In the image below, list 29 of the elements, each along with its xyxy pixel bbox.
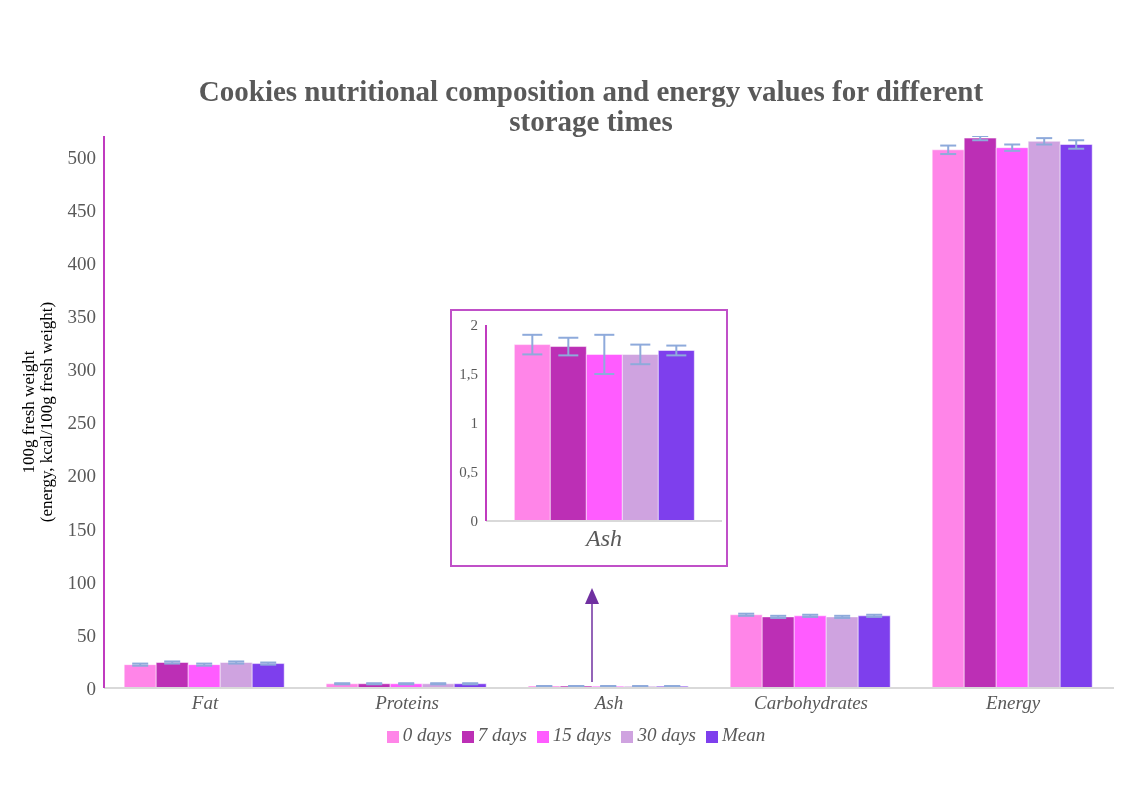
x-tick-label: Carbohydrates [754,692,868,714]
y-tick-label: 450 [67,200,96,222]
y-axis-title: 100g fresh weight (energy, kcal/100g fresh weight) [19,301,56,523]
y-tick-label: 0 [86,677,96,699]
y-tick-label: 200 [67,465,96,487]
y-tick-label: 0 [470,513,478,530]
y-tick-label: 50 [77,624,96,646]
x-tick-label: Proteins [374,692,439,714]
x-tick-label: Ash [592,692,624,714]
y-tick-label: 400 [67,253,96,275]
x-tick-label: Energy [984,692,1041,714]
y-tick-label: 300 [67,359,96,381]
y-tick-label: 150 [67,518,96,540]
y-tick-label: 500 [67,146,96,168]
y-tick-label: 250 [67,412,96,434]
legend-label: 15 days [552,724,612,745]
y-tick-label: 1 [470,415,478,432]
y-tick-label: 0,5 [459,464,478,481]
y-tick-label: 100 [67,571,96,593]
legend-label: 7 days [477,724,527,745]
y-tick-label: 2 [470,317,478,334]
x-tick-label: Ash [584,525,622,552]
y-tick-label: 350 [67,306,96,328]
legend-label: 30 days [637,724,697,745]
x-tick-label: Fat [190,692,219,714]
legend-label: 0 days [402,724,452,745]
legend-label: Mean [722,724,766,745]
chart-title: Cookies nutritional composition and energy values for different storage times [197,74,985,137]
y-tick-label: 1,5 [459,366,478,383]
